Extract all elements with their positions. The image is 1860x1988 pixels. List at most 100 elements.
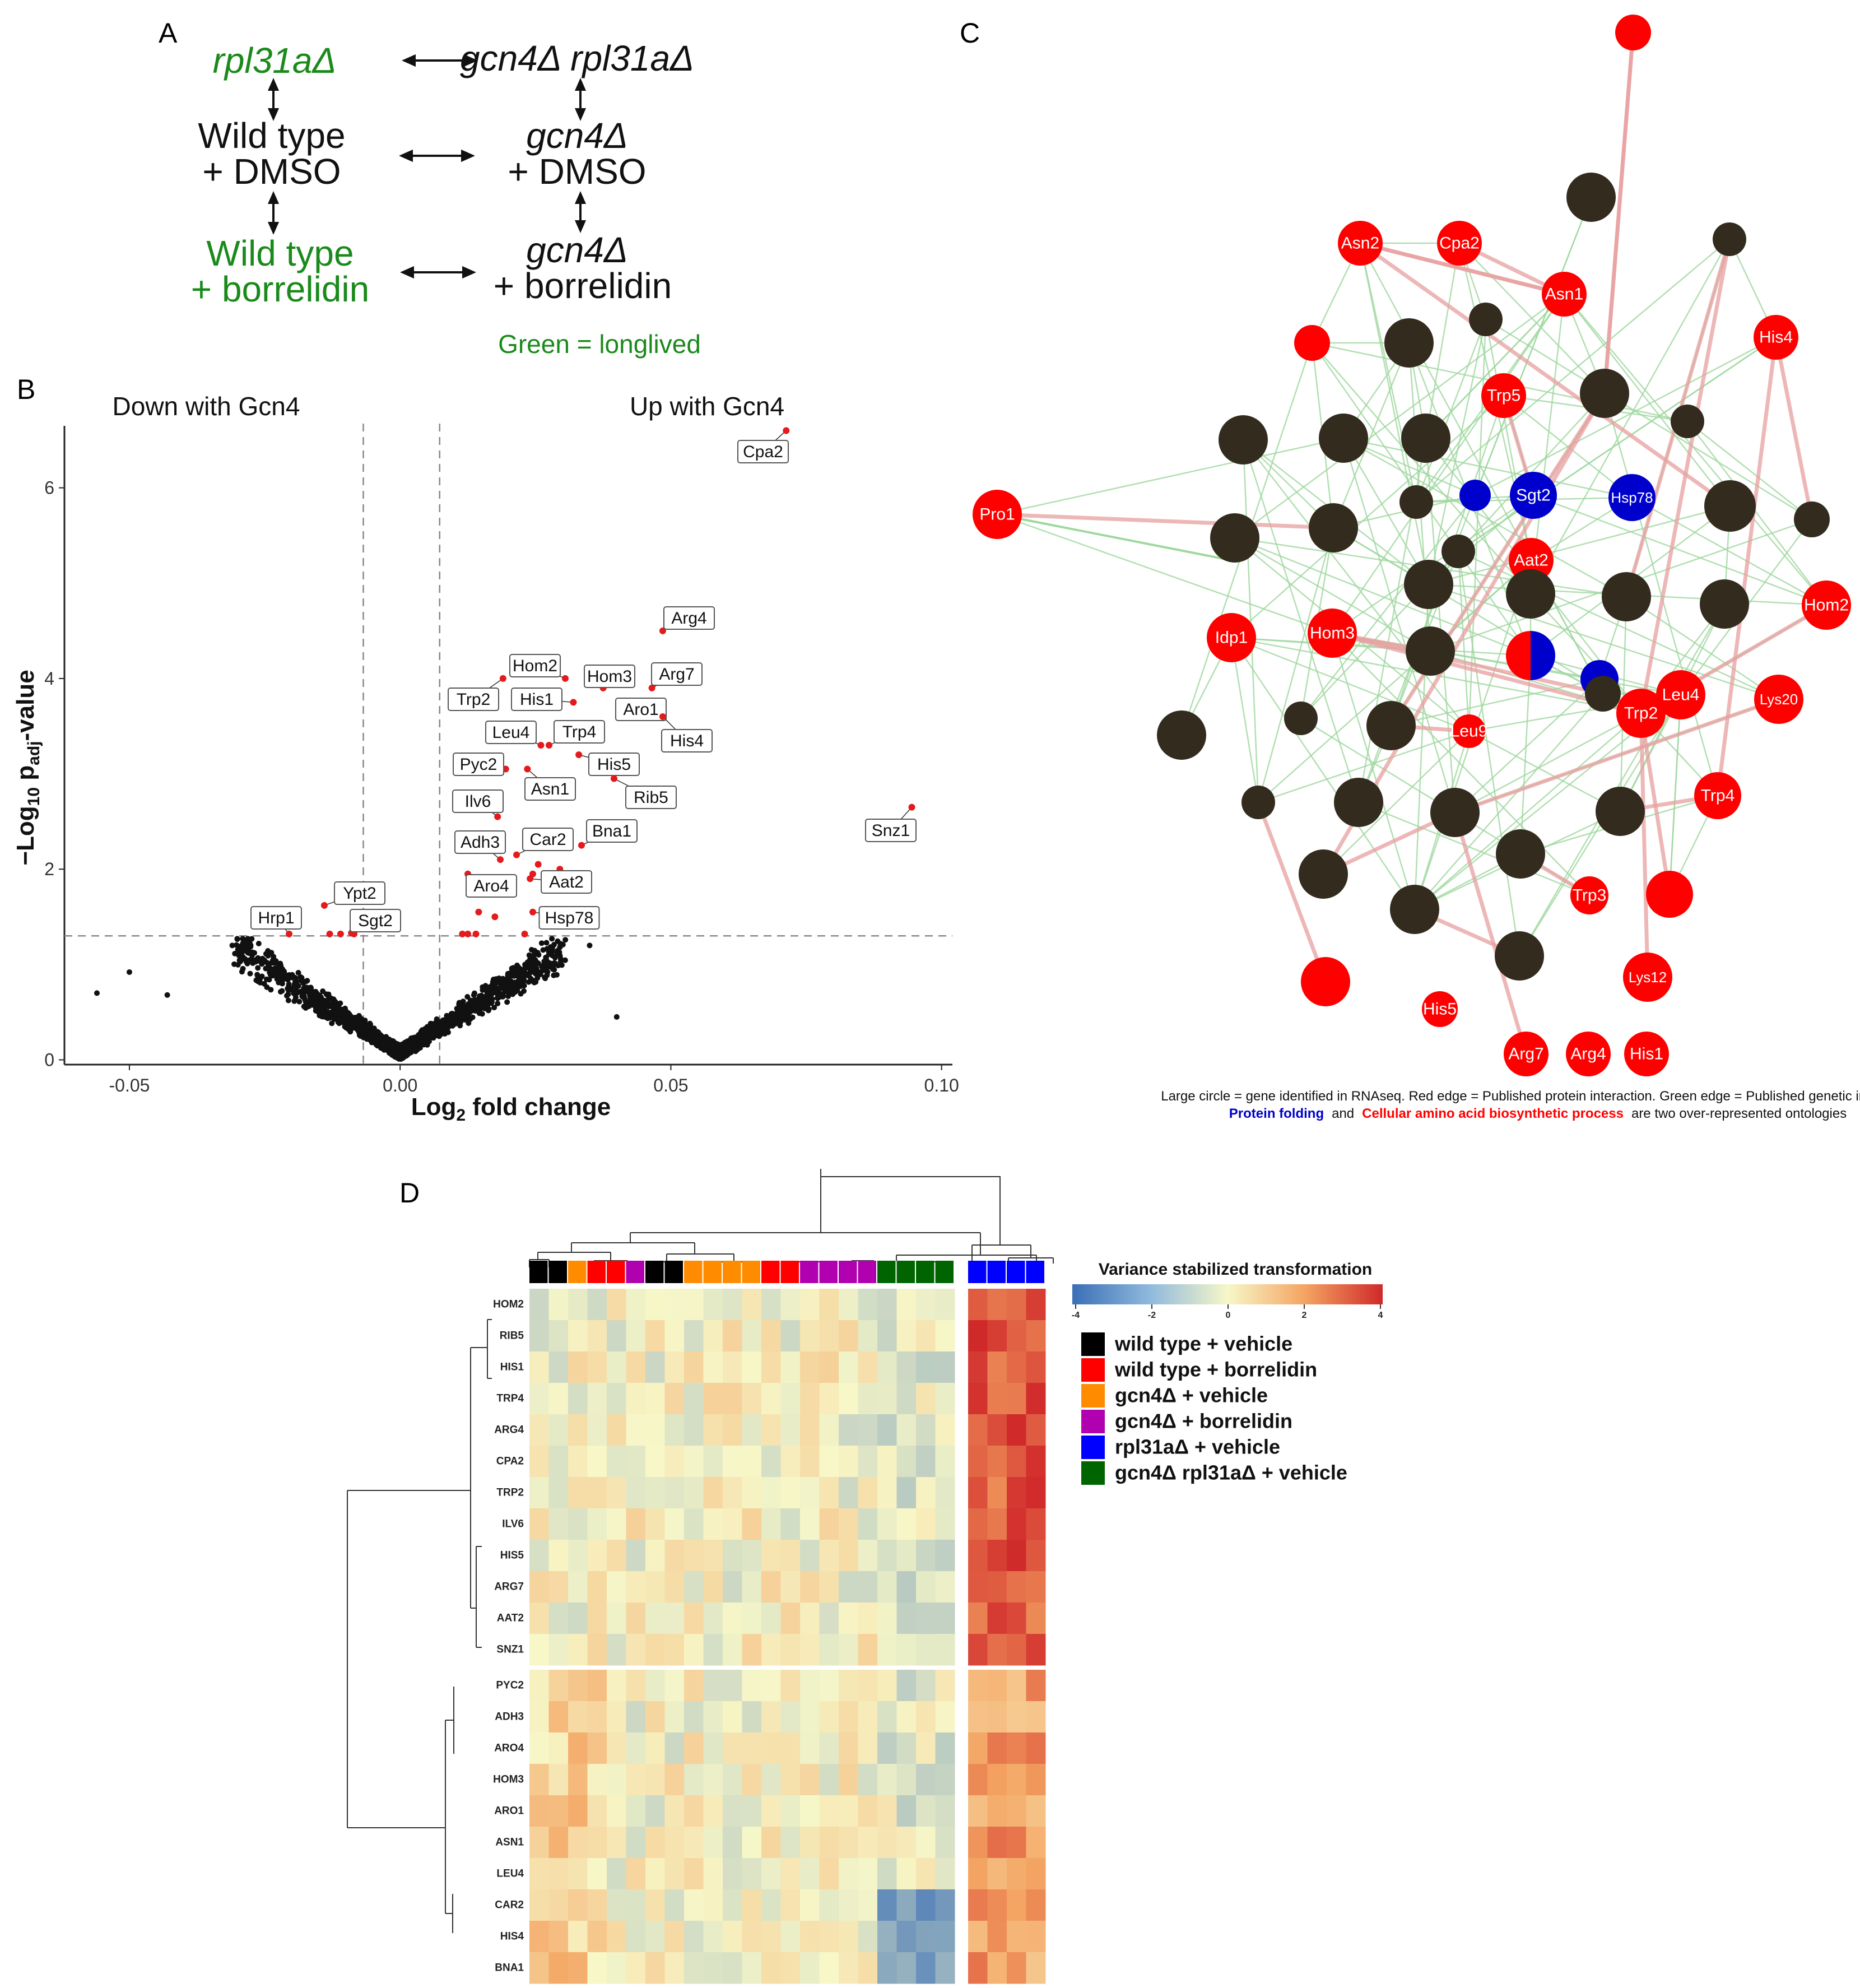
network-node-label: Trp3	[1573, 886, 1607, 905]
rpl31a-label: rpl31aΔ	[213, 40, 337, 81]
volcano-point	[408, 1049, 414, 1056]
network-node	[1615, 15, 1651, 50]
heatmap-cell	[626, 1795, 646, 1827]
heatmap-cell	[568, 1952, 588, 1984]
volcano-point	[300, 988, 306, 995]
heatmap-cell	[742, 1889, 762, 1921]
heatmap-cell	[780, 1446, 801, 1478]
volcano-point	[562, 937, 569, 943]
volcano-point	[543, 954, 550, 960]
gene-label: Aro1	[623, 700, 658, 719]
genetic-interaction-edge	[1230, 637, 1259, 803]
heatmap-cell	[819, 1921, 839, 1953]
heatmap-cell	[761, 1320, 781, 1352]
heatmap-cell	[548, 1414, 569, 1446]
heatmap-cell	[1026, 1634, 1046, 1666]
heatmap-cell	[587, 1540, 607, 1572]
volcano-point	[480, 984, 486, 990]
heatmap-cell	[664, 1921, 685, 1953]
heatmap-cell	[877, 1571, 897, 1603]
genetic-interaction-edge	[1519, 655, 1532, 854]
volcano-point	[522, 964, 528, 970]
heatmap-cell	[645, 1827, 665, 1859]
heatmap-cell	[761, 1351, 781, 1383]
heatmap-cell	[858, 1289, 878, 1321]
heatmap-cell	[896, 1827, 917, 1859]
heatmap-cell	[858, 1827, 878, 1859]
heatmap-cell	[916, 1670, 936, 1702]
heatmap-cell	[877, 1634, 897, 1666]
significant-point	[337, 930, 344, 937]
heatmap-cell	[587, 1889, 607, 1921]
genetic-interaction-edge	[1257, 527, 1334, 803]
heatmap-cell	[568, 1827, 588, 1859]
heatmap-cell	[607, 1508, 626, 1540]
heatmap-cell	[780, 1289, 801, 1321]
heatmap-cell	[568, 1670, 588, 1702]
heatmap-cell	[800, 1634, 820, 1666]
network-node	[1452, 714, 1486, 748]
heatmap-cell	[839, 1289, 858, 1321]
heatmap-cell	[987, 1508, 1007, 1540]
heatmap-cell	[858, 1477, 878, 1509]
volcano-point	[528, 947, 534, 953]
genetic-interaction-edge	[1331, 294, 1565, 634]
heatmap-row-label: LEU4	[496, 1868, 524, 1880]
gene-label: Rib5	[634, 788, 668, 807]
heatmap-cell	[858, 1508, 878, 1540]
heatmap-cell	[742, 1383, 762, 1415]
heatmap-cell	[723, 1795, 742, 1827]
heatmap-cell	[1007, 1858, 1026, 1890]
volcano-point	[329, 1020, 335, 1026]
heatmap-cell	[935, 1921, 955, 1953]
column-group-swatch	[742, 1261, 760, 1283]
gene-label-box	[511, 688, 562, 711]
heatmap-cell	[1026, 1603, 1046, 1634]
heatmap-cell	[968, 1732, 988, 1764]
column-group-swatch	[607, 1261, 625, 1283]
genetic-interaction-edge	[1359, 243, 1430, 585]
network-node	[1623, 953, 1672, 1002]
heatmap-cell	[645, 1351, 665, 1383]
wt-dmso-line2: + DMSO	[202, 151, 341, 192]
volcano-point	[469, 1007, 476, 1013]
heatmap-cell	[780, 1383, 801, 1415]
gene-label-box	[250, 906, 302, 930]
heatmap-cell	[780, 1634, 801, 1666]
heatmap-cell	[723, 1634, 742, 1666]
heatmap-cell	[607, 1477, 626, 1509]
heatmap-cell	[800, 1732, 820, 1764]
heatmap-cell	[529, 1952, 549, 1984]
significant-point	[320, 902, 328, 909]
network-node	[973, 490, 1022, 539]
significant-point	[659, 713, 666, 720]
heatmap-cell	[742, 1351, 762, 1383]
gene-label-box	[453, 753, 504, 776]
column-group-swatch	[703, 1261, 722, 1283]
gene-label-box	[541, 870, 592, 894]
heatmap-cell	[896, 1795, 917, 1827]
significant-point	[610, 775, 617, 782]
network-node-label: Asn2	[1341, 234, 1379, 253]
network-node-label: Hom3	[1310, 624, 1355, 643]
gene-label: His5	[597, 755, 631, 774]
heatmap-cell	[761, 1477, 781, 1509]
heatmap-cell	[819, 1289, 839, 1321]
volcano-point	[358, 1016, 364, 1022]
volcano-point	[484, 989, 490, 995]
wt-borrelidin-line1: Wild type	[206, 233, 354, 273]
heatmap-cell	[916, 1320, 936, 1352]
volcano-point	[526, 973, 532, 979]
heatmap-cell	[987, 1952, 1007, 1984]
volcano-point	[466, 1020, 472, 1026]
heatmap-cell	[858, 1446, 878, 1478]
heatmap-cell	[761, 1634, 781, 1666]
heatmap-cell	[819, 1670, 839, 1702]
significant-point	[578, 842, 585, 849]
heatmap-cell	[877, 1889, 897, 1921]
heatmap-cell	[684, 1383, 704, 1415]
genetic-interaction-edge	[1231, 637, 1642, 714]
heatmap-cell	[761, 1670, 781, 1702]
heatmap-cell	[916, 1889, 936, 1921]
heatmap-cell	[935, 1952, 955, 1984]
